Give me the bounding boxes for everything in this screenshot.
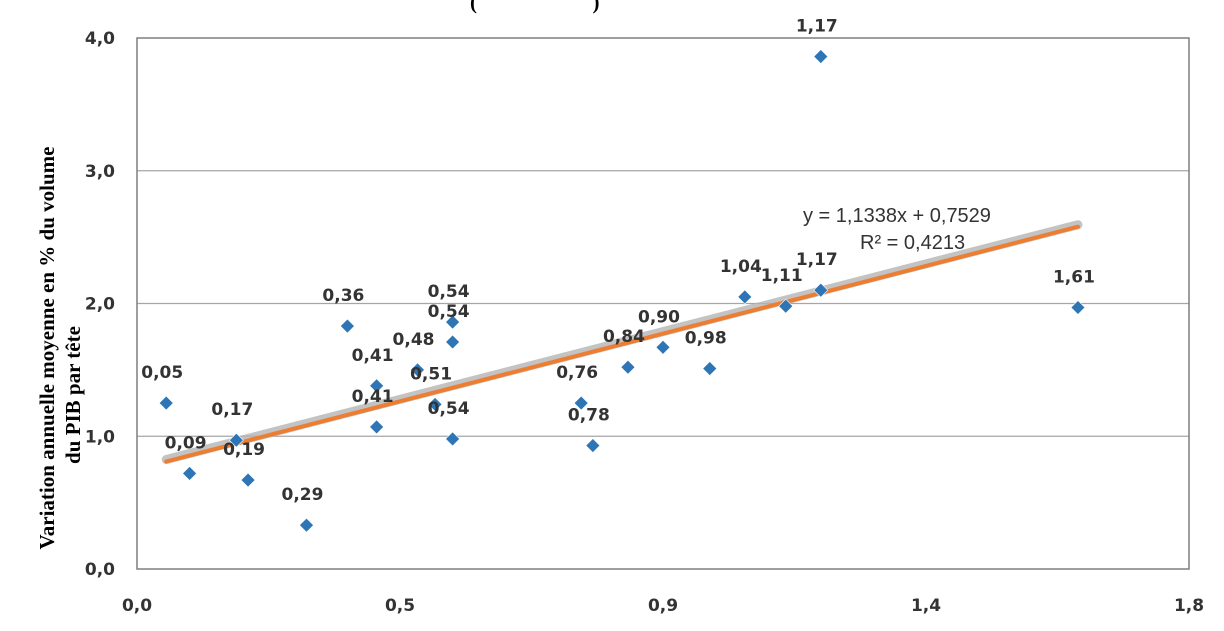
- y-tick-label: 1,0: [85, 427, 115, 447]
- data-label: 0,54: [428, 399, 470, 419]
- x-tick-label: 0,0: [122, 596, 152, 616]
- data-point: [813, 282, 829, 298]
- data-point: [585, 438, 601, 453]
- data-label: 1,17: [796, 17, 838, 37]
- trendline-line: [164, 224, 1080, 464]
- data-point: [1070, 300, 1086, 315]
- trendline-r-squared: R² = 0,4213: [860, 232, 965, 254]
- data-point: [369, 419, 385, 435]
- y-tick-label: 3,0: [85, 162, 115, 182]
- data-label: 0,05: [141, 363, 183, 383]
- x-tick-label: 1,4: [911, 596, 941, 616]
- data-point: [339, 318, 355, 334]
- data-point: [445, 334, 461, 350]
- y-axis-label: Variation annuelle moyenne en % du volum…: [35, 147, 85, 550]
- x-tick-label: 1,8: [1174, 596, 1204, 616]
- x-tick-label: 0,9: [648, 596, 678, 616]
- data-point: [158, 395, 174, 411]
- x-tick-labels: 0,0 0,5 0,9 1,4 1,8: [122, 596, 1204, 616]
- data-points: [158, 49, 1086, 533]
- data-label: 0,19: [223, 440, 265, 460]
- y-tick-labels: 0,0 1,0 2,0 3,0 4,0: [85, 29, 115, 580]
- data-point: [445, 431, 461, 447]
- data-label: 0,17: [211, 400, 253, 420]
- data-point: [427, 396, 443, 412]
- x-tick-label: 0,5: [385, 596, 415, 616]
- data-labels: 0,050,090,170,190,290,360,410,410,480,51…: [141, 17, 1095, 506]
- data-label: 1,04: [720, 257, 762, 277]
- data-point: [813, 49, 829, 65]
- data-point: [702, 361, 718, 376]
- data-point: [655, 339, 671, 355]
- data-point: [620, 359, 636, 375]
- y-axis-label-line-2: du PIB par tête: [61, 326, 85, 464]
- data-label: 0,29: [282, 485, 324, 505]
- data-label: 0,98: [685, 329, 727, 349]
- data-point: [778, 298, 794, 314]
- data-point: [410, 362, 425, 378]
- data-point: [369, 378, 385, 394]
- data-point: [182, 465, 198, 481]
- data-label: 0,36: [322, 286, 364, 306]
- data-point: [445, 314, 461, 330]
- data-point: [240, 472, 256, 488]
- data-point: [737, 289, 753, 305]
- data-label: 0,78: [568, 406, 610, 426]
- plot-frame: [136, 37, 1190, 570]
- data-point: [299, 517, 314, 533]
- data-label: 0,51: [410, 364, 452, 384]
- data-point: [573, 395, 589, 411]
- data-point: [228, 432, 244, 448]
- data-label: 0,90: [638, 307, 680, 327]
- trendline: [161, 220, 1083, 465]
- data-label: 0,54: [428, 302, 470, 322]
- data-label: 1,11: [761, 266, 803, 286]
- data-label: 1,61: [1053, 267, 1095, 287]
- y-axis-label-line-1: Variation annuelle moyenne en % du volum…: [35, 147, 59, 550]
- data-label: 0,54: [428, 282, 470, 302]
- chart-title-fragment: ( ): [470, 0, 600, 14]
- y-tick-label: 2,0: [85, 295, 115, 315]
- y-tick-label: 4,0: [85, 29, 115, 49]
- y-tick-label: 0,0: [85, 560, 115, 580]
- gridlines: [137, 170, 1189, 437]
- trendline-equation: y = 1,1338x + 0,7529: [803, 205, 991, 227]
- data-label: 0,41: [352, 346, 394, 366]
- data-label: 1,17: [796, 250, 838, 270]
- data-label: 0,76: [556, 363, 598, 383]
- data-label: 0,48: [393, 330, 435, 350]
- data-label: 0,09: [165, 433, 207, 453]
- data-label: 0,84: [603, 327, 645, 347]
- data-label: 0,41: [352, 387, 394, 407]
